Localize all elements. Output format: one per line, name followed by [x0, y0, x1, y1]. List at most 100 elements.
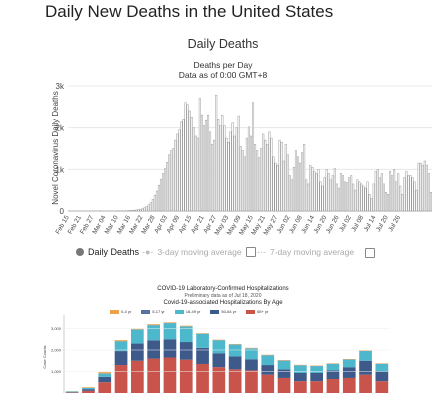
- hosp-bar-segment[interactable]: [245, 370, 258, 393]
- bar[interactable]: [419, 162, 422, 212]
- hosp-bar-segment[interactable]: [130, 343, 144, 361]
- bar[interactable]: [188, 110, 191, 212]
- checkbox-icon[interactable]: [365, 248, 375, 258]
- bar[interactable]: [147, 204, 150, 212]
- bar[interactable]: [411, 177, 414, 212]
- legend-daily-deaths[interactable]: Daily Deaths: [76, 247, 139, 257]
- bar[interactable]: [393, 169, 396, 212]
- bar[interactable]: [321, 185, 324, 212]
- hosp-bar-segment[interactable]: [114, 340, 128, 342]
- bar[interactable]: [294, 150, 297, 212]
- hosp-bar-segment[interactable]: [293, 373, 307, 382]
- bar[interactable]: [186, 104, 189, 212]
- bar[interactable]: [233, 135, 236, 212]
- bar[interactable]: [141, 208, 144, 212]
- bar[interactable]: [276, 164, 279, 212]
- bar[interactable]: [376, 169, 379, 212]
- bar[interactable]: [296, 156, 300, 212]
- hosp-bar-segment[interactable]: [179, 342, 193, 360]
- bar[interactable]: [133, 209, 136, 212]
- bar[interactable]: [370, 198, 373, 212]
- hosp-bar-segment[interactable]: [98, 376, 112, 383]
- hosp-bar-segment[interactable]: [114, 351, 128, 366]
- bar[interactable]: [299, 162, 302, 212]
- bar[interactable]: [319, 181, 322, 212]
- bar[interactable]: [399, 185, 402, 212]
- hosp-bar-segment[interactable]: [130, 360, 144, 393]
- hosp-bar-segment[interactable]: [147, 340, 161, 359]
- hosp-bar-segment[interactable]: [82, 390, 95, 393]
- bar[interactable]: [196, 137, 199, 212]
- bar[interactable]: [145, 206, 148, 212]
- bar[interactable]: [415, 189, 418, 212]
- hosp-bar-segment[interactable]: [261, 355, 275, 366]
- hosp-bar-segment[interactable]: [130, 328, 144, 330]
- hosp-bar-segment[interactable]: [147, 358, 161, 393]
- bar[interactable]: [327, 173, 330, 212]
- bar[interactable]: [149, 202, 152, 212]
- hosp-bar-segment[interactable]: [310, 373, 324, 382]
- hosp-bar-segment[interactable]: [375, 371, 389, 382]
- bar[interactable]: [323, 177, 326, 212]
- hosp-bar-segment[interactable]: [326, 370, 340, 380]
- bar[interactable]: [155, 190, 158, 212]
- hosp-bar-segment[interactable]: [163, 357, 177, 393]
- hosp-bar-segment[interactable]: [375, 363, 389, 372]
- bar[interactable]: [198, 98, 201, 212]
- hosp-bar-segment[interactable]: [212, 340, 226, 354]
- bar[interactable]: [143, 207, 146, 212]
- bar[interactable]: [221, 114, 224, 212]
- bar[interactable]: [292, 167, 295, 212]
- bar[interactable]: [356, 179, 359, 212]
- bar[interactable]: [333, 168, 336, 212]
- bar[interactable]: [372, 183, 375, 212]
- bar[interactable]: [229, 131, 232, 212]
- legend-3-day-average[interactable]: -●- 3-day moving average: [142, 247, 256, 257]
- bar[interactable]: [219, 125, 222, 212]
- bar[interactable]: [129, 210, 132, 212]
- bar[interactable]: [237, 115, 240, 212]
- bar[interactable]: [249, 135, 252, 212]
- bar[interactable]: [256, 150, 259, 212]
- bar[interactable]: [290, 179, 293, 212]
- hosp-bar-segment[interactable]: [114, 365, 128, 393]
- bar[interactable]: [182, 119, 185, 212]
- bar[interactable]: [264, 139, 267, 212]
- hosp-bar-segment[interactable]: [342, 367, 356, 378]
- bar[interactable]: [348, 177, 351, 212]
- bar[interactable]: [211, 144, 214, 212]
- hosp-bar-segment[interactable]: [163, 322, 177, 323]
- bar[interactable]: [311, 167, 314, 212]
- bar[interactable]: [337, 187, 340, 212]
- bar[interactable]: [409, 175, 412, 212]
- hosp-bar-segment[interactable]: [293, 381, 307, 393]
- bar[interactable]: [339, 173, 342, 212]
- legend-7-day-average[interactable]: -·- 7-day moving average: [257, 247, 354, 257]
- bar[interactable]: [135, 209, 138, 212]
- bar[interactable]: [352, 183, 355, 212]
- bar[interactable]: [364, 187, 367, 212]
- bar[interactable]: [280, 142, 283, 212]
- bar[interactable]: [176, 133, 179, 212]
- bar[interactable]: [313, 171, 316, 212]
- hosp-bar-segment[interactable]: [228, 356, 242, 370]
- hosp-bar-segment[interactable]: [196, 363, 209, 393]
- bar[interactable]: [368, 194, 371, 212]
- bar[interactable]: [137, 209, 140, 212]
- bar[interactable]: [266, 144, 269, 212]
- bar[interactable]: [284, 144, 287, 212]
- hosp-bar-segment[interactable]: [65, 391, 79, 393]
- bar[interactable]: [282, 160, 285, 212]
- bar[interactable]: [425, 164, 428, 212]
- bar[interactable]: [413, 181, 416, 212]
- bar[interactable]: [288, 175, 291, 212]
- bar[interactable]: [403, 177, 406, 212]
- bar[interactable]: [168, 154, 171, 212]
- bar[interactable]: [315, 173, 318, 212]
- bar[interactable]: [139, 209, 142, 212]
- bar[interactable]: [227, 142, 230, 212]
- bar[interactable]: [153, 194, 156, 212]
- bar[interactable]: [157, 184, 160, 212]
- hosp-bar-segment[interactable]: [179, 325, 193, 327]
- bar[interactable]: [268, 131, 271, 212]
